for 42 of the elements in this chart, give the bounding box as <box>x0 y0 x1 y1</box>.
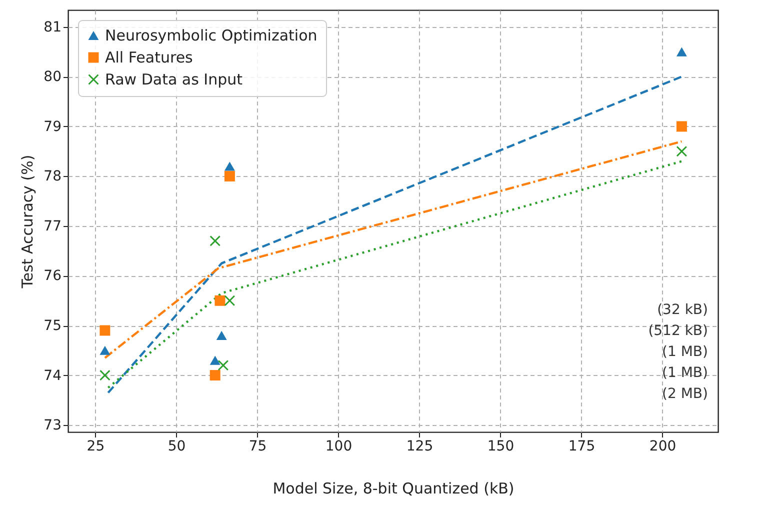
point <box>224 170 235 182</box>
annotation: (1 MB) <box>662 365 708 381</box>
y-tick-label: 79 <box>44 118 62 135</box>
x-tick-label: 150 <box>487 438 514 454</box>
annotation: (32 kB) <box>657 302 708 318</box>
point <box>100 325 110 336</box>
point <box>214 295 226 306</box>
y-tick-label: 81 <box>44 19 62 36</box>
x-tick-label: 200 <box>649 438 676 454</box>
point <box>210 370 220 381</box>
x-tick-label: 25 <box>86 438 105 454</box>
legend-label: Neurosymbolic Optimization <box>105 26 318 44</box>
y-tick-label: 75 <box>44 318 62 334</box>
annotation: (512 kB) <box>648 323 708 339</box>
annotation: (1 MB) <box>662 344 708 360</box>
x-tick-label: 75 <box>248 438 267 454</box>
legend-label: All Features <box>105 48 194 66</box>
point <box>216 330 227 340</box>
legend-label: Raw Data as Input <box>105 70 243 88</box>
y-tick-label: 78 <box>44 168 62 185</box>
y-tick-label: 76 <box>44 268 62 284</box>
x-tick-label: 125 <box>406 438 434 454</box>
x-tick-label: 50 <box>168 438 186 454</box>
point <box>210 356 220 365</box>
y-tick-label: 74 <box>44 368 62 384</box>
point <box>210 236 220 246</box>
point <box>676 121 687 132</box>
point <box>218 360 228 371</box>
y-tick-label: 77 <box>44 218 62 234</box>
annotation: (2 MB) <box>662 386 708 402</box>
point <box>676 47 687 56</box>
point <box>676 146 687 157</box>
x-tick-label: 100 <box>325 438 352 454</box>
point <box>100 370 110 381</box>
point <box>224 295 235 306</box>
x-axis-title: Model Size, 8-bit Quantized (kB) <box>272 480 514 498</box>
y-tick-label: 80 <box>44 69 62 86</box>
x-tick-label: 175 <box>568 438 596 454</box>
y-tick-label: 73 <box>44 418 62 434</box>
point <box>100 346 110 355</box>
y-axis-title: Test Accuracy (%) <box>18 154 37 290</box>
point <box>224 162 235 171</box>
